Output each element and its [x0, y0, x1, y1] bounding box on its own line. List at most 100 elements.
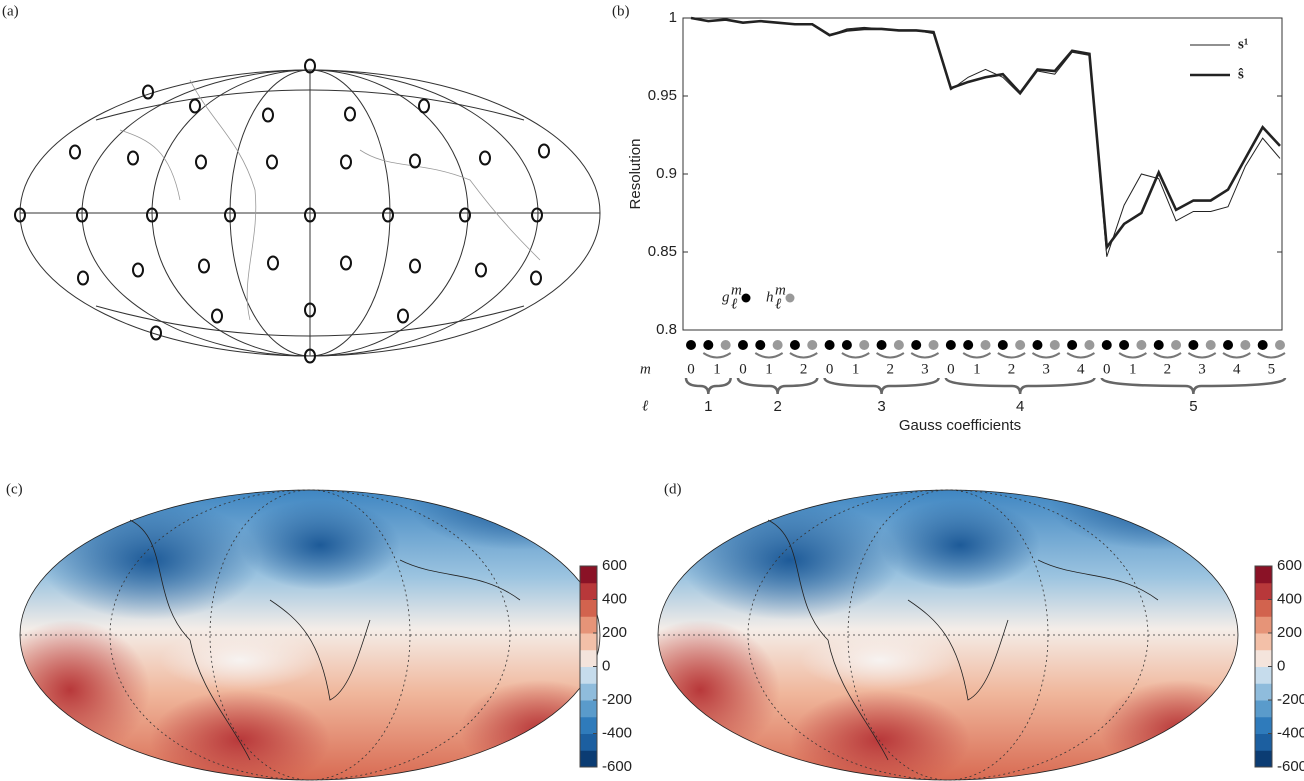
- colorbar-band: [1255, 633, 1272, 651]
- colorbar-band: [580, 582, 597, 600]
- coef-sub: ℓ: [775, 296, 781, 312]
- legend-label: s¹: [1238, 36, 1248, 52]
- y-tick-label: 0.95: [648, 87, 677, 104]
- colorbar-band: [1255, 733, 1272, 751]
- coef-dot: [997, 340, 1008, 350]
- l-label: 2: [773, 398, 781, 415]
- site-marker: [224, 207, 236, 223]
- colorbar-band: [580, 750, 597, 768]
- site-marker: [266, 154, 278, 170]
- colorbar-band: [580, 633, 597, 651]
- pair-brace: [1118, 352, 1147, 359]
- m-label: 1: [852, 361, 860, 377]
- m-label: 0: [739, 361, 747, 377]
- coef-dot: [841, 340, 852, 350]
- site-marker: [344, 106, 356, 122]
- m-label: 0: [826, 361, 834, 377]
- pair-brace: [1066, 352, 1095, 359]
- pair-brace: [910, 352, 940, 359]
- coef-dot: [1153, 340, 1164, 350]
- coef-dot: [1171, 340, 1182, 350]
- coef-symbol: h: [766, 289, 774, 305]
- colorbar-band: [1255, 666, 1272, 684]
- m-label: 1: [973, 361, 981, 377]
- site-marker: [195, 154, 207, 170]
- pair-brace: [1153, 352, 1182, 359]
- panel-label: (a): [2, 3, 19, 19]
- l-label: 5: [1189, 398, 1197, 415]
- coef-dot: [928, 340, 939, 350]
- site-marker: [479, 150, 491, 166]
- colorbar-tick-label: 0: [1277, 657, 1285, 674]
- coef-dot: [1119, 340, 1130, 350]
- colorbar-band: [1255, 716, 1272, 734]
- legend-label: ŝ: [1238, 66, 1244, 82]
- coef-dot: [789, 340, 800, 350]
- series-line: [690, 16, 1281, 251]
- m-label: 2: [886, 361, 894, 377]
- l-label: 1: [704, 398, 712, 415]
- m-label: 2: [1164, 361, 1172, 377]
- site-marker: [146, 207, 158, 223]
- coef-dot: [1049, 340, 1060, 350]
- coef-dot: [1188, 340, 1199, 350]
- l-label: 3: [877, 398, 885, 415]
- coef-swatch: [785, 293, 795, 303]
- m-label: 0: [687, 361, 695, 377]
- site-marker: [418, 98, 430, 114]
- site-marker: [397, 308, 409, 324]
- y-axis-label: Resolution: [627, 139, 644, 210]
- site-marker: [267, 255, 279, 271]
- group-brace: [736, 377, 819, 395]
- site-marker: [262, 107, 274, 123]
- colorbar-tick-label: -200: [602, 691, 632, 708]
- colorbar-band: [1255, 582, 1272, 600]
- coef-dot: [824, 340, 835, 350]
- m-label: 2: [1008, 361, 1016, 377]
- m-label: 1: [765, 361, 773, 377]
- colorbar-band: [580, 666, 597, 684]
- colorbar-tick-label: 200: [602, 624, 627, 641]
- site-marker: [304, 58, 316, 74]
- coef-dot: [1015, 340, 1026, 350]
- pair-brace: [997, 352, 1026, 359]
- site-marker: [409, 153, 421, 169]
- l-label: 4: [1016, 398, 1024, 415]
- colorbar-band: [580, 716, 597, 734]
- coef-sup: m: [775, 282, 786, 298]
- pair-brace: [962, 352, 992, 359]
- field-map: [658, 490, 1238, 780]
- sampling-map: [14, 58, 601, 364]
- coef-dot: [1240, 340, 1251, 350]
- series-line: [690, 17, 1281, 257]
- y-tick-label: 1: [669, 9, 677, 26]
- coef-symbol: g: [722, 289, 730, 305]
- coef-sup: m: [731, 282, 742, 298]
- coef-dot: [703, 340, 714, 350]
- x-axis-label: Gauss coefficients: [899, 417, 1021, 434]
- m-label: 0: [1103, 361, 1111, 377]
- coef-dot: [1067, 340, 1078, 350]
- colorbar-tick-label: -600: [602, 758, 632, 775]
- coef-dot: [755, 340, 766, 350]
- group-brace: [823, 377, 940, 395]
- y-tick-label: 0.8: [656, 321, 677, 338]
- site-marker: [459, 207, 471, 223]
- m-label: 2: [800, 361, 808, 377]
- m-label: 3: [1198, 361, 1206, 377]
- site-marker: [77, 270, 89, 286]
- coef-dot: [1136, 340, 1147, 350]
- pair-brace: [754, 352, 784, 359]
- colorbar-band: [1255, 750, 1272, 768]
- colorbar-band: [1255, 683, 1272, 701]
- site-marker: [69, 144, 81, 160]
- colorbar-band: [1255, 599, 1272, 617]
- colorbar-tick-label: 600: [602, 557, 627, 574]
- coef-dot: [963, 340, 974, 350]
- coef-dot: [686, 340, 696, 350]
- colorbar-band: [580, 599, 597, 617]
- field-map: [20, 490, 600, 780]
- m-label: 3: [1042, 361, 1050, 377]
- group-brace: [944, 377, 1096, 395]
